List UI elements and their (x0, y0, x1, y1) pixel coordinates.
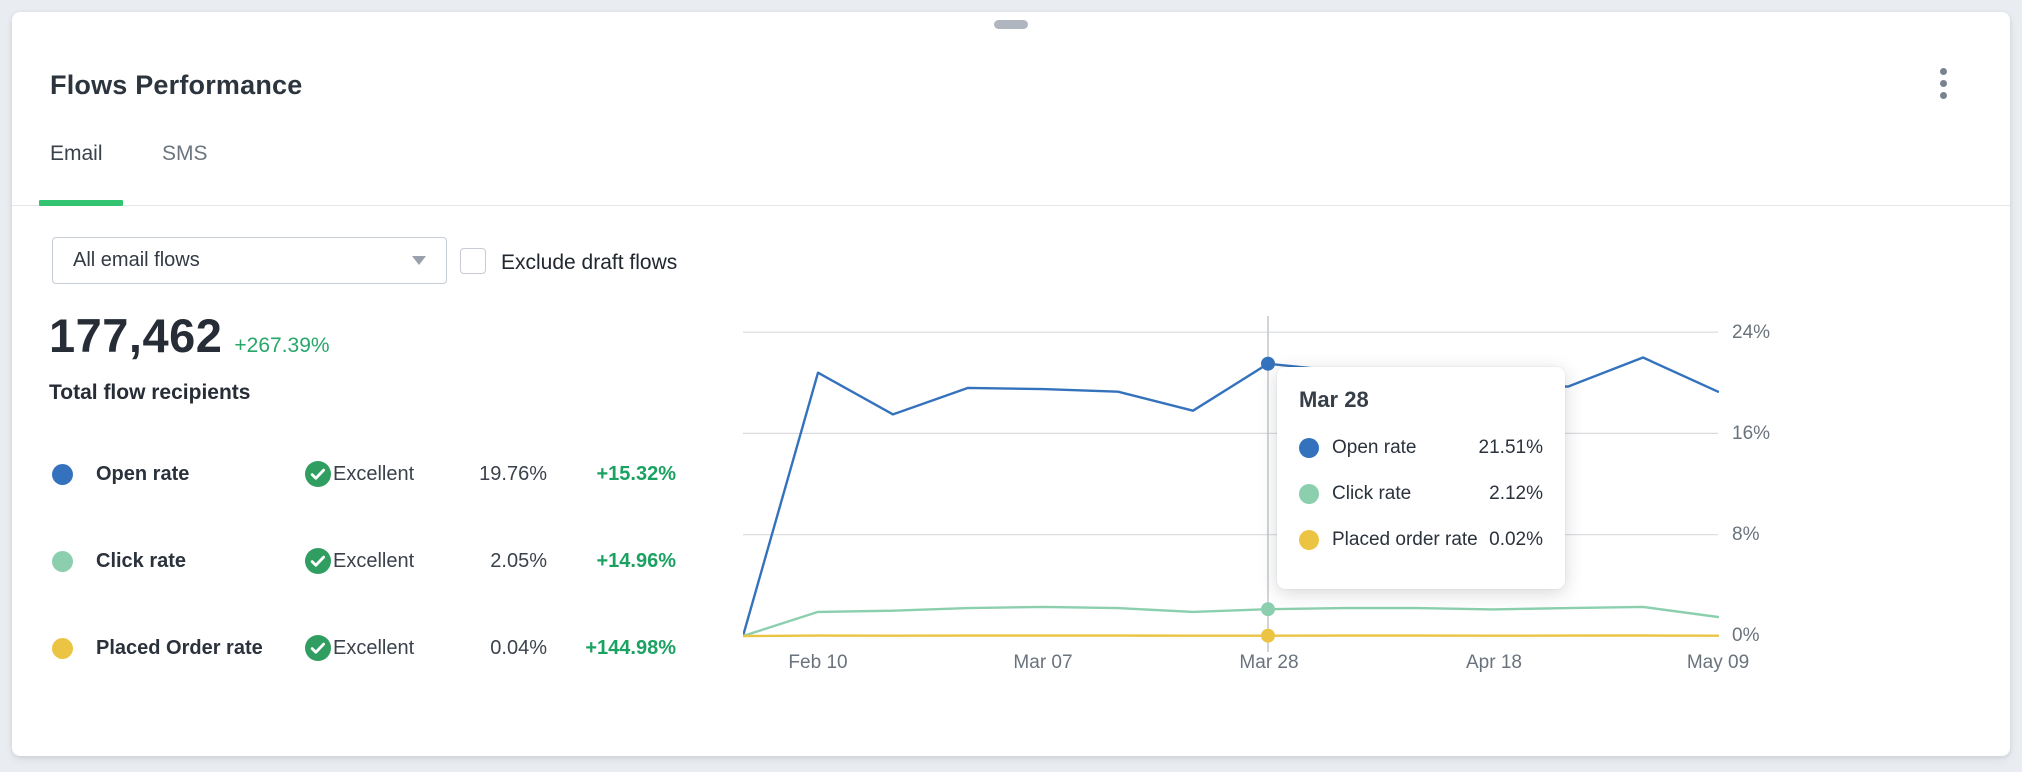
tooltip-row: Open rate 21.51% (1299, 437, 1543, 459)
kebab-menu-icon (1939, 91, 1947, 99)
y-axis-tick: 8% (1732, 524, 1760, 545)
status-badge: Excellent (305, 635, 414, 661)
y-axis-tick: 24% (1732, 322, 1771, 343)
check-circle-icon (305, 548, 331, 574)
tabs-divider (12, 205, 2010, 206)
y-axis-tick: 16% (1732, 423, 1771, 444)
metric-row-open-rate: Open rate Excellent 19.76% +15.32% (12, 454, 712, 494)
metric-name: Placed Order rate (96, 637, 263, 659)
status-badge: Excellent (305, 548, 414, 574)
tooltip-date: Mar 28 (1299, 387, 1369, 412)
x-axis-tick: Mar 07 (1013, 652, 1073, 673)
kebab-menu-icon (1939, 67, 1947, 75)
tooltip-row: Click rate 2.12% (1299, 483, 1543, 505)
exclude-draft-checkbox[interactable] (460, 248, 486, 274)
flows-performance-card: Flows Performance Email SMS All email fl… (12, 12, 2010, 756)
total-recipients-value: 177,462 (49, 309, 223, 362)
series-color-dot (1299, 438, 1319, 458)
active-tab-indicator (39, 200, 123, 206)
metric-name: Open rate (96, 463, 190, 485)
metric-value: 19.76% (479, 463, 547, 485)
drag-handle[interactable] (994, 20, 1028, 29)
check-circle-icon (305, 461, 331, 487)
flows-chart[interactable] (743, 306, 1719, 658)
flow-filter-dropdown[interactable]: All email flows (52, 237, 447, 284)
metric-row-placed-order-rate: Placed Order rate Excellent 0.04% +144.9… (12, 628, 712, 668)
tooltip-series-label: Placed order rate (1332, 529, 1478, 550)
chart-tooltip: Mar 28 Open rate 21.51% Click rate 2.12%… (1277, 367, 1565, 589)
tooltip-series-value: 21.51% (1478, 437, 1543, 458)
metric-name: Click rate (96, 550, 187, 572)
status-label: Excellent (333, 549, 415, 572)
tooltip-series-label: Click rate (1332, 483, 1412, 504)
metric-change: +144.98% (585, 637, 676, 659)
chevron-down-icon (412, 256, 426, 265)
tooltip-series-value: 2.12% (1489, 483, 1543, 504)
series-color-dot (1299, 484, 1319, 504)
kebab-menu-icon (1939, 79, 1947, 87)
tooltip-series-label: Open rate (1332, 437, 1417, 458)
metric-change: +14.96% (596, 550, 676, 572)
status-badge: Excellent (305, 461, 414, 487)
page-title: Flows Performance (50, 70, 303, 100)
total-recipients-change: +267.39% (234, 334, 330, 357)
y-axis-tick: 0% (1732, 625, 1760, 646)
series-color-dot (52, 551, 73, 572)
metric-row-click-rate: Click rate Excellent 2.05% +14.96% (12, 541, 712, 581)
x-axis-tick: Feb 10 (788, 652, 848, 673)
tab-email[interactable]: Email (50, 142, 103, 165)
tooltip-series-value: 0.02% (1489, 529, 1543, 550)
more-options-button[interactable] (1928, 58, 1958, 108)
check-circle-icon (305, 635, 331, 661)
tooltip-row: Placed order rate 0.02% (1299, 529, 1543, 551)
metric-value: 2.05% (490, 550, 547, 572)
tab-sms[interactable]: SMS (162, 142, 208, 165)
x-axis-tick: May 09 (1686, 652, 1750, 673)
series-color-dot (52, 464, 73, 485)
flow-filter-value: All email flows (73, 249, 200, 271)
x-axis-tick: Apr 18 (1466, 652, 1522, 673)
series-color-dot (1299, 530, 1319, 550)
metric-change: +15.32% (596, 463, 676, 485)
total-recipients-label: Total flow recipients (49, 381, 251, 404)
status-label: Excellent (333, 636, 415, 659)
exclude-draft-label: Exclude draft flows (501, 251, 678, 274)
status-label: Excellent (333, 462, 415, 485)
x-axis-tick: Mar 28 (1239, 652, 1299, 673)
metric-value: 0.04% (490, 637, 547, 659)
series-color-dot (52, 638, 73, 659)
